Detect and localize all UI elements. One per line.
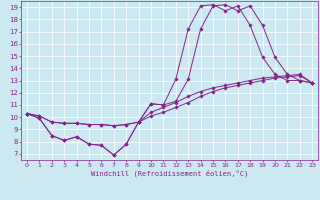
- X-axis label: Windchill (Refroidissement éolien,°C): Windchill (Refroidissement éolien,°C): [91, 170, 248, 177]
